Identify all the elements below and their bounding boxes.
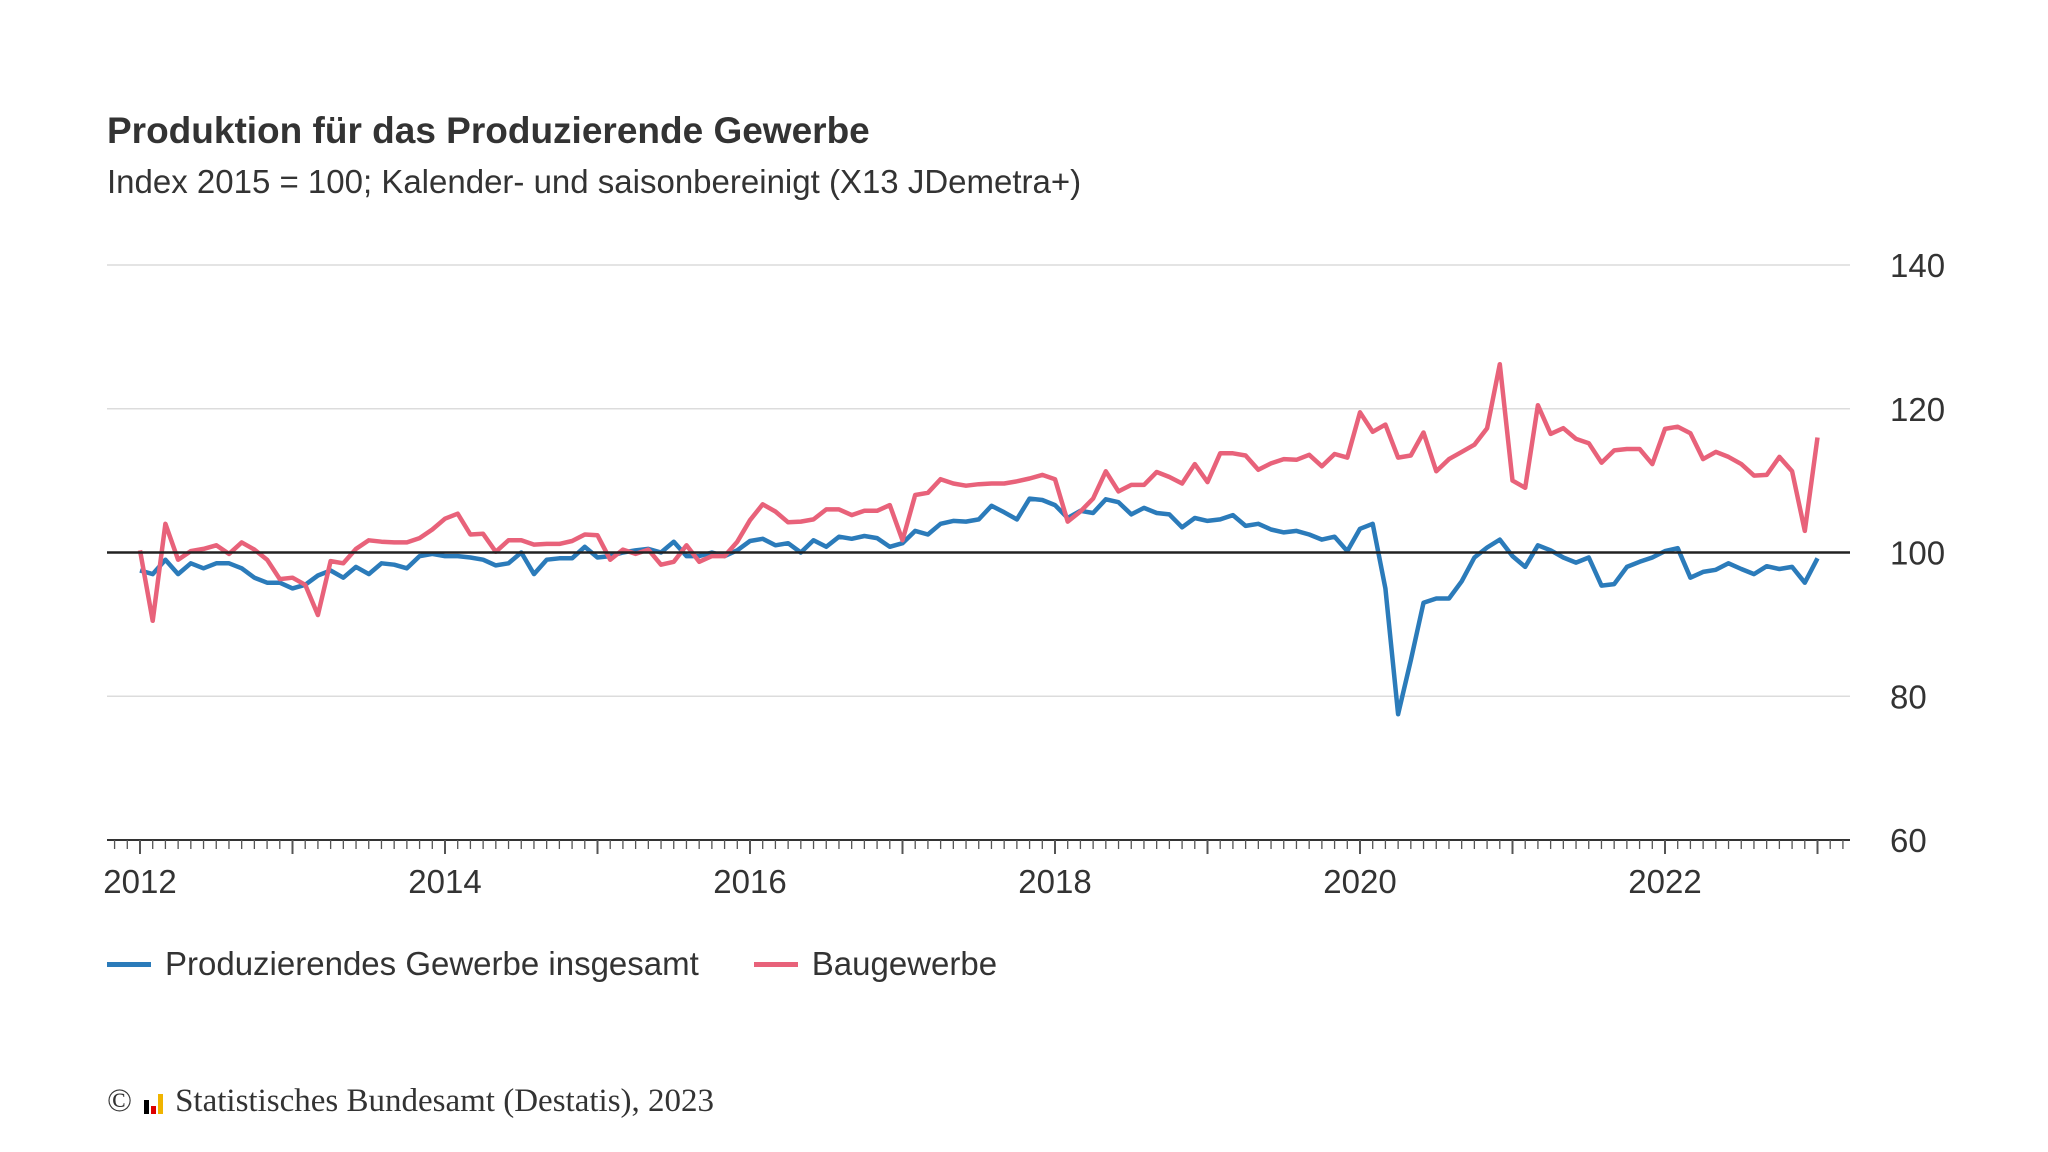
x-tick-label: 2022 bbox=[1628, 863, 1701, 900]
x-tick-label: 2014 bbox=[408, 863, 481, 900]
x-tick-label: 2020 bbox=[1323, 863, 1396, 900]
chart-subtitle: Index 2015 = 100; Kalender- und saisonbe… bbox=[107, 163, 1082, 200]
legend-label: Baugewerbe bbox=[811, 945, 998, 982]
source-footer: © Statistisches Bundesamt (Destatis), 20… bbox=[107, 1083, 714, 1120]
y-tick-label: 80 bbox=[1890, 678, 1927, 715]
x-tick-label: 2016 bbox=[713, 863, 786, 900]
y-tick-label: 120 bbox=[1890, 391, 1945, 428]
destatis-logo-icon bbox=[144, 1090, 164, 1114]
legend: Produzierendes Gewerbe insgesamt Baugewe… bbox=[107, 945, 997, 983]
copyright-symbol: © bbox=[107, 1083, 133, 1119]
legend-swatch-blue bbox=[107, 961, 151, 967]
legend-swatch-red bbox=[753, 961, 798, 967]
x-tick-label: 2012 bbox=[103, 863, 176, 900]
legend-label: Produzierendes Gewerbe insgesamt bbox=[165, 945, 699, 982]
legend-item-gesamt[interactable]: Produzierendes Gewerbe insgesamt bbox=[107, 945, 699, 983]
chart-title: Produktion für das Produzierende Gewerbe bbox=[107, 110, 870, 151]
y-tick-label: 60 bbox=[1890, 822, 1927, 859]
x-tick-label: 2018 bbox=[1018, 863, 1091, 900]
legend-item-bau[interactable]: Baugewerbe bbox=[753, 945, 998, 983]
y-tick-label: 140 bbox=[1890, 247, 1945, 284]
series-line-produzierendes-gewerbe bbox=[139, 496, 1820, 717]
series-line-baugewerbe bbox=[137, 361, 1820, 624]
source-text: Statistisches Bundesamt (Destatis), 2023 bbox=[175, 1083, 715, 1119]
y-tick-label: 100 bbox=[1890, 535, 1945, 572]
